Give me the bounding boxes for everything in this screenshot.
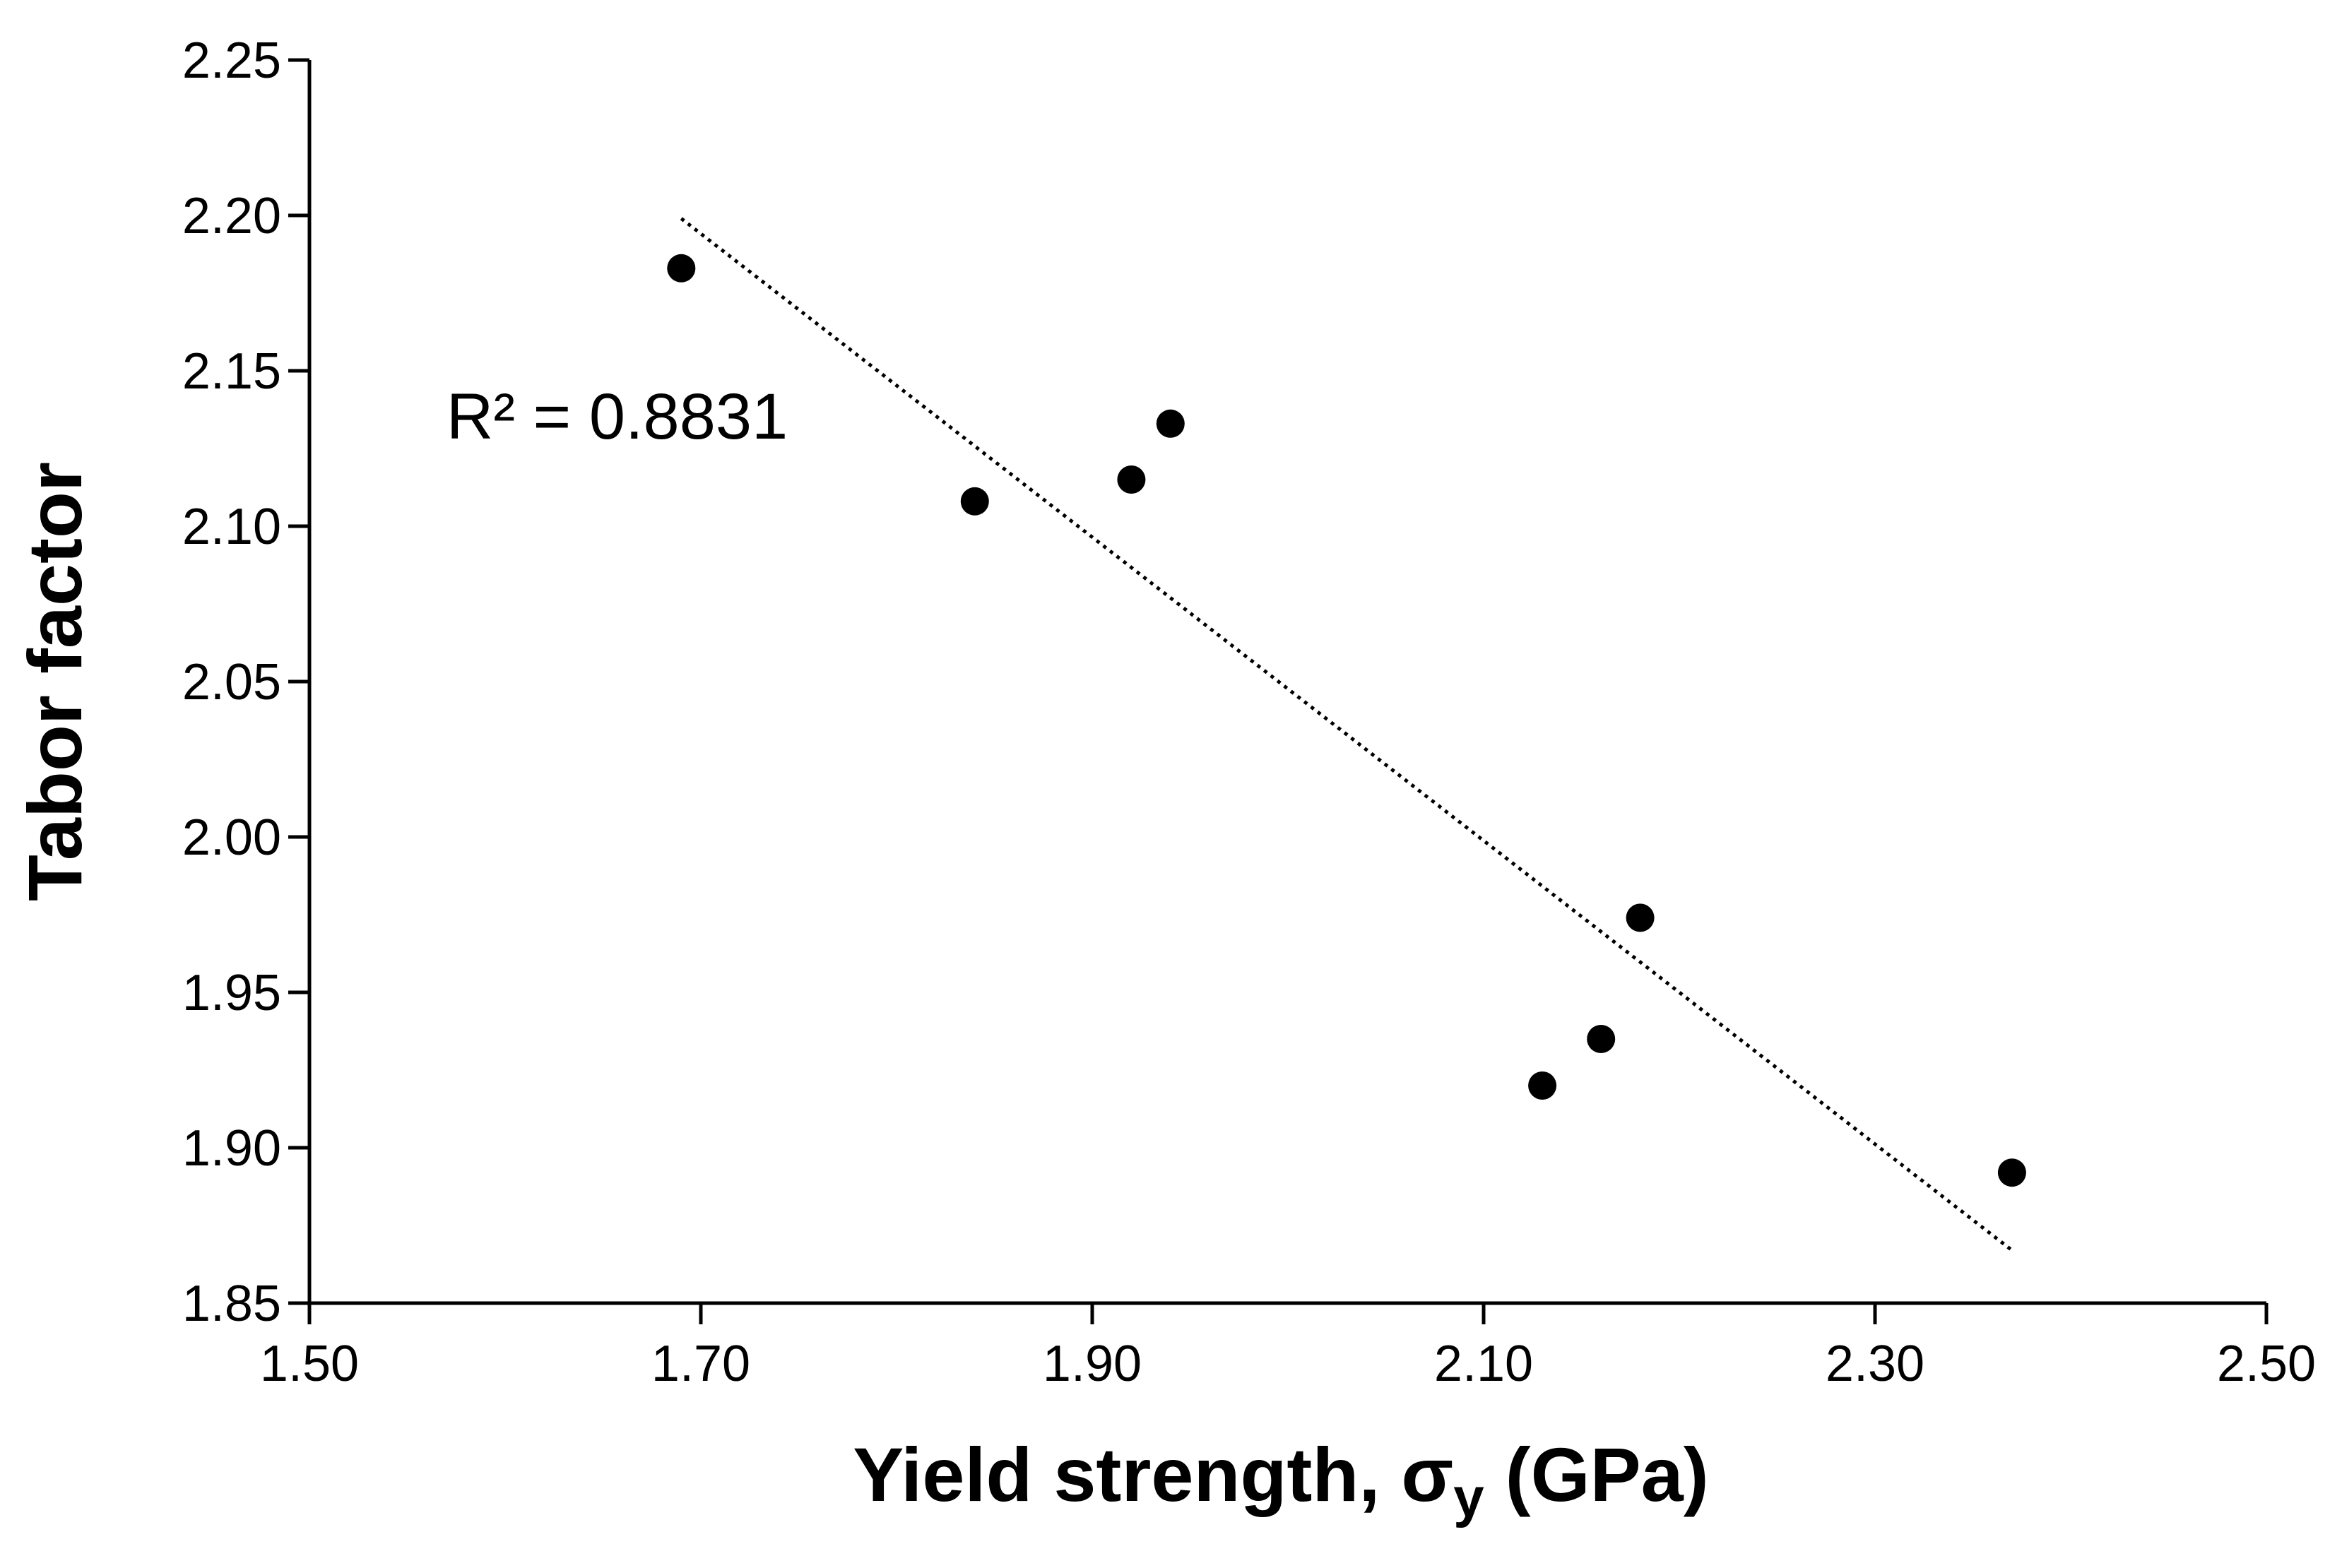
data-points — [667, 254, 2026, 1187]
y-tick-label: 2.20 — [182, 188, 281, 244]
data-point — [1587, 1025, 1616, 1053]
x-tick-label: 1.90 — [1043, 1336, 1142, 1392]
r-squared-annotation: R² = 0.8831 — [446, 381, 788, 453]
x-axis-title-unit: (GPa) — [1484, 1432, 1709, 1517]
x-axis-title-subscript: y — [1453, 1466, 1484, 1528]
x-tick-label: 2.10 — [1434, 1336, 1533, 1392]
x-axis-title-main: Yield strength, σ — [853, 1432, 1453, 1517]
x-tick-label: 1.50 — [260, 1336, 359, 1392]
data-point — [1626, 903, 1655, 932]
y-tick-label: 1.90 — [182, 1120, 281, 1177]
y-tick-label: 2.10 — [182, 499, 281, 555]
data-point — [667, 254, 696, 283]
x-tick-label: 1.70 — [651, 1336, 750, 1392]
trendline — [680, 217, 2013, 1252]
y-tick-label: 2.15 — [182, 343, 281, 400]
data-point — [960, 487, 989, 516]
data-point — [1528, 1071, 1557, 1100]
y-tick-label: 2.05 — [182, 654, 281, 711]
data-point — [1117, 465, 1146, 494]
y-tick-label: 1.95 — [182, 965, 281, 1021]
y-axis-title: Tabor factor — [12, 462, 97, 901]
x-axis-ticks: 1.50 1.70 1.90 2.10 2.30 2.50 — [260, 1303, 2316, 1392]
axes — [307, 60, 2266, 1305]
y-tick-label: 2.00 — [182, 809, 281, 866]
x-tick-label: 2.30 — [1826, 1336, 1924, 1392]
y-tick-label: 2.25 — [182, 32, 281, 89]
x-tick-label: 2.50 — [2217, 1336, 2316, 1392]
y-axis-ticks: 1.85 1.90 1.95 2.00 2.05 2.10 2.15 2.20 2.25 — [182, 32, 309, 1332]
data-point — [1156, 409, 1185, 438]
x-axis-title: Yield strength, σy (GPa) — [853, 1432, 1708, 1528]
y-tick-label: 1.85 — [182, 1276, 281, 1332]
data-point — [1997, 1158, 2026, 1187]
